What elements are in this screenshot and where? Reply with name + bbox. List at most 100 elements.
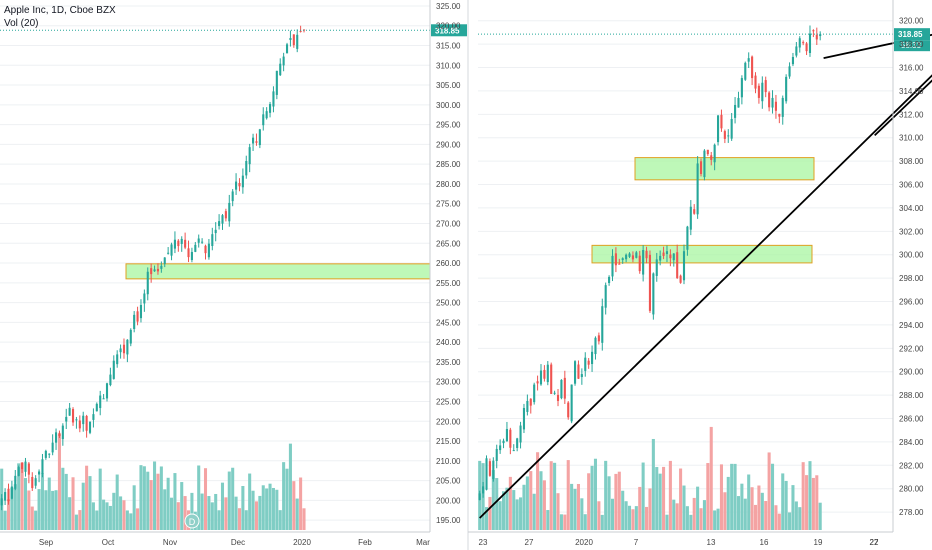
candle-body[interactable] — [99, 395, 102, 409]
candle-body[interactable] — [268, 104, 272, 113]
candle-body[interactable] — [231, 191, 234, 202]
candle-body[interactable] — [38, 471, 41, 475]
candle-body[interactable] — [567, 402, 570, 418]
candle-body[interactable] — [723, 131, 726, 139]
candle-body[interactable] — [82, 415, 85, 425]
candle-body[interactable] — [774, 101, 777, 111]
candle-body[interactable] — [696, 163, 699, 215]
candle-body[interactable] — [560, 379, 563, 399]
candle-body[interactable] — [54, 432, 58, 443]
candle-body[interactable] — [27, 463, 30, 475]
candle-body[interactable] — [485, 458, 488, 490]
candle-body[interactable] — [122, 344, 126, 354]
candle-body[interactable] — [509, 429, 512, 448]
candle-body[interactable] — [802, 42, 805, 44]
candle-body[interactable] — [676, 252, 679, 279]
candle-body[interactable] — [655, 259, 658, 276]
candle-body[interactable] — [812, 30, 815, 32]
candle-body[interactable] — [146, 271, 149, 295]
candle-body[interactable] — [156, 268, 160, 272]
candle-body[interactable] — [771, 97, 774, 108]
candle-body[interactable] — [791, 56, 795, 65]
candle-body[interactable] — [258, 129, 261, 146]
candle-body[interactable] — [133, 314, 136, 330]
candle-body[interactable] — [744, 62, 747, 80]
candle-body[interactable] — [768, 92, 771, 108]
candle-body[interactable] — [221, 215, 224, 224]
candle-body[interactable] — [529, 398, 532, 406]
candle-body[interactable] — [265, 111, 268, 119]
candle-body[interactable] — [51, 442, 54, 453]
candle-body[interactable] — [482, 486, 485, 494]
candle-body[interactable] — [275, 70, 278, 95]
candle-body[interactable] — [204, 245, 207, 254]
candle-body[interactable] — [296, 34, 299, 49]
left-time-axis[interactable]: Sep Oct Nov Dec 2020 Feb Mar — [39, 538, 430, 547]
candle-body[interactable] — [597, 335, 600, 342]
candle-body[interactable] — [85, 415, 88, 431]
candle-body[interactable] — [262, 114, 265, 126]
candle-body[interactable] — [139, 304, 143, 319]
candle-body[interactable] — [58, 432, 61, 436]
candle-body[interactable] — [761, 82, 764, 102]
candle-body[interactable] — [747, 58, 750, 62]
candle-body[interactable] — [177, 240, 180, 247]
candle-body[interactable] — [7, 488, 10, 502]
candle-body[interactable] — [41, 459, 44, 474]
candle-body[interactable] — [672, 253, 675, 261]
trendline[interactable] — [479, 18, 932, 519]
candle-body[interactable] — [608, 276, 611, 284]
candle-body[interactable] — [92, 414, 95, 420]
candle-body[interactable] — [604, 285, 607, 308]
candle-body[interactable] — [105, 383, 109, 399]
candle-body[interactable] — [95, 403, 98, 412]
candle-body[interactable] — [285, 44, 289, 54]
candle-body[interactable] — [638, 255, 641, 272]
candle-body[interactable] — [727, 135, 730, 137]
candle-body[interactable] — [710, 155, 713, 160]
candle-body[interactable] — [289, 37, 292, 41]
candle-body[interactable] — [48, 453, 51, 455]
candle-body[interactable] — [550, 364, 553, 394]
candle-body[interactable] — [190, 251, 193, 261]
candle-body[interactable] — [61, 425, 64, 440]
candle-body[interactable] — [207, 243, 210, 258]
candle-body[interactable] — [642, 250, 645, 275]
candle-body[interactable] — [248, 147, 251, 165]
candle-body[interactable] — [764, 80, 767, 93]
candle-body[interactable] — [563, 377, 566, 399]
candle-body[interactable] — [173, 239, 176, 249]
candle-body[interactable] — [88, 421, 92, 433]
candle-body[interactable] — [645, 250, 648, 259]
candle-body[interactable] — [625, 254, 628, 260]
candle-body[interactable] — [245, 161, 248, 176]
candle-body[interactable] — [648, 254, 652, 311]
candle-body[interactable] — [31, 476, 34, 489]
candle-body[interactable] — [488, 461, 491, 476]
candle-body[interactable] — [689, 206, 692, 230]
candle-body[interactable] — [785, 76, 788, 102]
candle-body[interactable] — [751, 56, 754, 79]
candle-body[interactable] — [587, 360, 590, 365]
right-candlesticks[interactable] — [478, 25, 822, 501]
candle-body[interactable] — [740, 78, 743, 98]
candle-body[interactable] — [682, 251, 686, 281]
candle-body[interactable] — [591, 351, 594, 365]
candle-body[interactable] — [167, 252, 170, 254]
candle-body[interactable] — [279, 63, 282, 76]
candle-body[interactable] — [679, 275, 682, 283]
candle-body[interactable] — [720, 114, 723, 129]
candle-body[interactable] — [211, 234, 214, 246]
candle-body[interactable] — [584, 357, 587, 371]
candle-body[interactable] — [716, 115, 720, 143]
candle-body[interactable] — [143, 293, 146, 304]
candle-body[interactable] — [184, 239, 187, 248]
candle-body[interactable] — [201, 241, 204, 243]
candle-body[interactable] — [292, 34, 295, 46]
candle-body[interactable] — [228, 202, 231, 222]
candle-body[interactable] — [136, 311, 139, 322]
candle-body[interactable] — [163, 257, 166, 264]
candle-body[interactable] — [21, 463, 24, 470]
candle-body[interactable] — [686, 226, 689, 250]
candle-body[interactable] — [808, 33, 812, 53]
